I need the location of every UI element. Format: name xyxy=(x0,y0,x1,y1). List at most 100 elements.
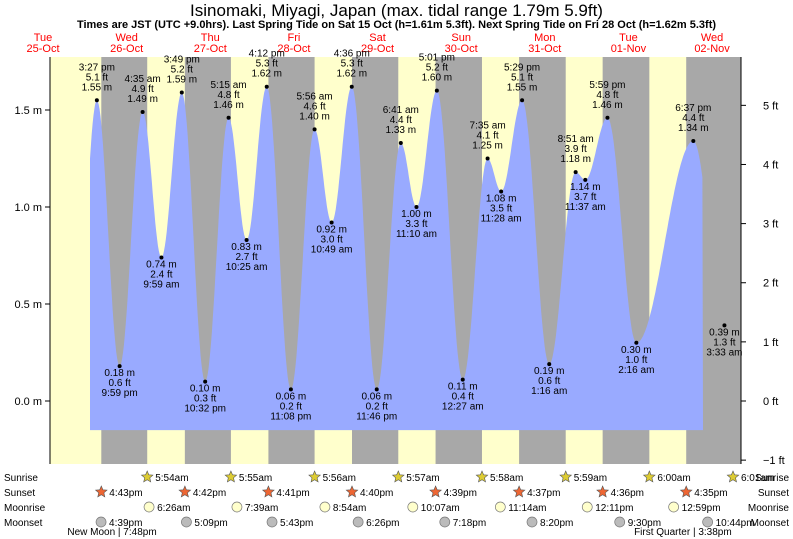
tide-point xyxy=(434,88,439,93)
tide-label: 6:41 am xyxy=(383,105,419,116)
tide-label: 0.3 ft xyxy=(194,394,216,405)
tide-labels: 3:27 pm5.1 ft1.55 m0.18 m0.6 ft9:59 pm4:… xyxy=(79,49,743,423)
tide-point xyxy=(203,379,208,384)
sunset-star-icon xyxy=(94,485,108,498)
tide-label: 11:37 am xyxy=(565,202,606,213)
moonset-icon xyxy=(614,516,626,528)
row-label-right: Moonrise xyxy=(748,503,790,514)
tide-label: 3:33 am xyxy=(706,347,742,358)
day-name: Tue xyxy=(619,32,638,44)
sunset-time: 4:36pm xyxy=(611,488,644,499)
tide-label: 2:16 am xyxy=(618,365,654,376)
astro-table: Sunrise Sunrise Sunset Sunset Moonrise Moonri… xyxy=(4,470,790,538)
tide-point xyxy=(329,220,334,225)
day-name: Sat xyxy=(369,32,386,44)
sunrise-time: 5:59am xyxy=(574,473,607,484)
tide-label: 0.39 m xyxy=(709,327,740,338)
sunrise-time: 5:55am xyxy=(239,473,272,484)
sunrise-star-icon xyxy=(391,470,405,483)
moonset-time: 8:20pm xyxy=(540,518,573,529)
tide-point xyxy=(460,377,465,382)
moonrise-time: 10:07am xyxy=(421,503,460,514)
day-date: 28-Oct xyxy=(277,43,310,55)
row-label-left: Moonrise xyxy=(4,503,46,514)
tide-label: 0.92 m xyxy=(316,225,347,236)
tide-label: 0.2 ft xyxy=(366,401,388,412)
row-label-left: Sunset xyxy=(4,488,35,499)
tide-label: 11:10 am xyxy=(396,229,437,240)
sunset-star-icon xyxy=(261,485,275,498)
day-labels: Tue25-OctWed26-OctThu27-OctFri28-OctSat2… xyxy=(27,32,731,55)
tide-label: 9:59 pm xyxy=(102,388,138,399)
tide-label: 1.46 m xyxy=(592,100,623,111)
moonrise-time: 7:39am xyxy=(245,503,278,514)
y-tick-label-m: 1.0 m xyxy=(14,202,42,214)
tide-label: 11:28 am xyxy=(481,213,522,224)
day-date: 01-Nov xyxy=(611,43,647,55)
sunrise-star-icon xyxy=(140,470,154,483)
tide-label: 5:56 am xyxy=(297,91,333,102)
tide-point xyxy=(520,98,525,103)
tide-label: 4:12 pm xyxy=(249,49,285,60)
tide-label: 0.18 m xyxy=(104,368,135,379)
tide-label: 1.14 m xyxy=(570,182,601,193)
sunrise-star-icon xyxy=(726,470,740,483)
tide-label: 3:27 pm xyxy=(79,62,115,73)
tide-point xyxy=(244,237,249,242)
day-date: 27-Oct xyxy=(194,43,227,55)
tide-label: 1.33 m xyxy=(386,125,417,136)
tide-label: 1.59 m xyxy=(166,75,197,86)
sunset-time: 4:43pm xyxy=(109,488,142,499)
tide-label: 5.2 ft xyxy=(426,63,448,74)
y-tick-label-ft: 1 ft xyxy=(763,337,778,349)
tide-point xyxy=(179,90,184,95)
moonset-time: 10:44pm xyxy=(716,518,755,529)
sunset-star-icon xyxy=(178,485,192,498)
sunrise-time: 5:57am xyxy=(406,473,439,484)
axes: 1.5 m 1.0 m 0.5 m 0.0 m 5 ft 4 ft 3 ft 2 ft 1 ft… xyxy=(14,57,785,467)
tide-label: 4:35 am xyxy=(125,74,161,85)
tide-point xyxy=(398,140,403,145)
moonrise-icon xyxy=(231,501,243,513)
moonrise-icon xyxy=(581,501,593,513)
row-label-right: Moonset xyxy=(751,518,790,529)
moonset-icon xyxy=(526,516,538,528)
tide-label: 5.3 ft xyxy=(341,59,363,70)
tide-label: 1.00 m xyxy=(401,209,432,220)
tide-label: 4.6 ft xyxy=(303,101,325,112)
moonrise-time: 11:14am xyxy=(508,503,546,514)
row-label-left: Moonset xyxy=(4,518,43,529)
tide-label: 3.0 ft xyxy=(320,235,342,246)
tide-label: 1:16 am xyxy=(531,386,567,397)
y-tick-label-m: 1.5 m xyxy=(14,105,42,117)
sunrise-star-icon xyxy=(559,470,573,483)
row-label-right: Sunrise xyxy=(755,473,789,484)
tide-label: 2.7 ft xyxy=(235,252,257,263)
tide-label: 10:25 am xyxy=(226,262,268,273)
moonset-time: 5:43pm xyxy=(280,518,313,529)
tide-point xyxy=(374,387,379,392)
moonrise-icon xyxy=(319,501,331,513)
row-label-right: Sunset xyxy=(758,488,789,499)
tide-label: 1.08 m xyxy=(486,193,517,204)
moonset-time: 4:39pm xyxy=(109,518,142,529)
tide-point xyxy=(691,139,696,144)
sunset-star-icon xyxy=(345,485,359,498)
tide-label: 3.7 ft xyxy=(574,192,596,203)
tide-label: 0.6 ft xyxy=(108,378,130,389)
moonrise-time: 6:26am xyxy=(157,503,190,514)
tide-label: 0.30 m xyxy=(621,345,652,356)
moonset-icon xyxy=(181,516,192,528)
sunset-time: 4:40pm xyxy=(360,488,393,499)
tide-label: 1.40 m xyxy=(299,111,330,122)
sunset-star-icon xyxy=(512,485,526,498)
tide-label: 5:01 pm xyxy=(419,53,455,64)
sunset-star-icon xyxy=(596,485,610,498)
tide-point xyxy=(499,189,504,194)
tide-label: 0.6 ft xyxy=(538,376,560,387)
tide-point xyxy=(288,387,293,392)
day-name: Mon xyxy=(534,32,555,44)
sunset-time: 4:39pm xyxy=(444,488,477,499)
sunrise-time: 5:56am xyxy=(323,473,356,484)
